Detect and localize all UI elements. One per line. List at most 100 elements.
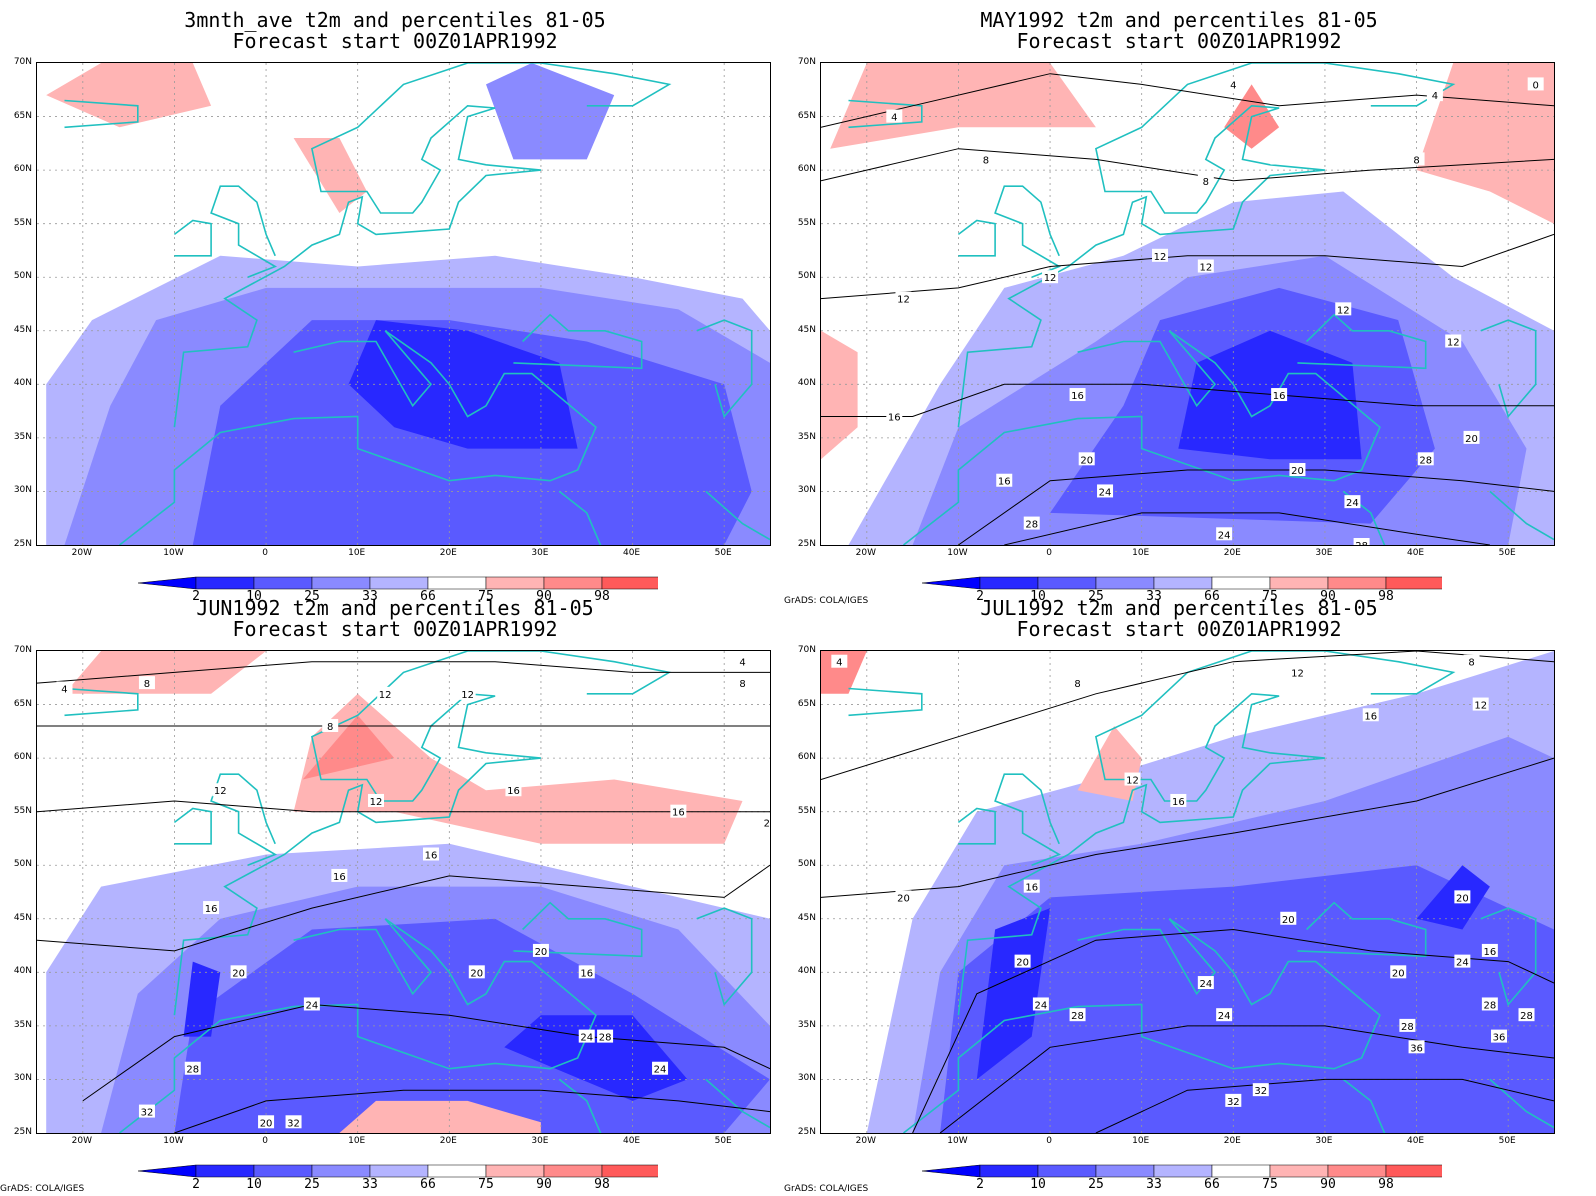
contour-label: 28 bbox=[599, 1033, 612, 1044]
contour-label: 32 bbox=[1254, 1086, 1267, 1097]
colorbar-label: 75 bbox=[1262, 589, 1278, 604]
latitude-label: 60N bbox=[797, 752, 816, 763]
contour-label: 4 bbox=[1230, 80, 1236, 91]
contour-label: 24 bbox=[1456, 958, 1469, 969]
latitude-label: 50N bbox=[13, 271, 32, 282]
contour-label: 16 bbox=[333, 872, 346, 883]
colorbar-label: 98 bbox=[594, 1177, 610, 1192]
contour-label-bg bbox=[56, 681, 73, 695]
latitude-label: 40N bbox=[13, 966, 32, 977]
contour-label-bg bbox=[1216, 527, 1233, 541]
contour-line bbox=[821, 148, 1554, 182]
contour-label-bg bbox=[762, 815, 770, 829]
contour-line bbox=[174, 1089, 770, 1133]
coastline bbox=[1480, 907, 1537, 1007]
colorbar-label: 90 bbox=[536, 589, 552, 604]
percentile-shading bbox=[46, 651, 770, 1133]
coastline bbox=[957, 807, 996, 845]
longitude-label: 40E bbox=[622, 1136, 641, 1146]
contour-label: 8 bbox=[983, 155, 989, 166]
longitude-label: 20W bbox=[855, 548, 876, 558]
shade-region bbox=[940, 865, 1554, 1133]
contour-label: 16 bbox=[1273, 391, 1286, 402]
contour-label-bg bbox=[1197, 173, 1214, 187]
contour-label-bg bbox=[258, 1115, 275, 1129]
longitude-label: 20E bbox=[439, 548, 457, 558]
contour-label: 16 bbox=[888, 412, 901, 423]
latitude-label: 35N bbox=[797, 1019, 816, 1030]
contour-line bbox=[1095, 1078, 1554, 1133]
contour-label: 20 bbox=[764, 818, 770, 829]
contour-label: 24 bbox=[1099, 487, 1112, 498]
contour-line bbox=[821, 73, 1554, 128]
contour-label-bg bbox=[652, 1061, 669, 1075]
coastlines bbox=[848, 651, 1554, 1133]
contour-label: 16 bbox=[1364, 711, 1377, 722]
contour-line bbox=[958, 469, 1554, 545]
colorbar-svg bbox=[922, 576, 1442, 590]
contour-label-bg bbox=[734, 676, 751, 690]
longitude-label: 10E bbox=[1132, 1136, 1150, 1146]
contour-label-bg bbox=[895, 291, 912, 305]
contour-label-bg bbox=[1170, 793, 1187, 807]
contour-label: 4 bbox=[1432, 91, 1438, 102]
contour-label-bg bbox=[377, 686, 394, 700]
coastline bbox=[957, 219, 996, 257]
grads-credit: GrADS: COLA/IGES bbox=[0, 1184, 85, 1194]
colorbar-swatch bbox=[543, 1164, 603, 1178]
contour-label: 8 bbox=[1468, 658, 1474, 669]
map-area bbox=[36, 62, 771, 546]
colorbar-svg bbox=[138, 1164, 658, 1178]
contour-label-bg bbox=[1280, 911, 1297, 925]
contour-label-bg bbox=[886, 409, 903, 423]
coastline bbox=[119, 330, 597, 545]
temperature-contours bbox=[821, 73, 1554, 545]
coastline bbox=[705, 1078, 770, 1129]
panel-title: MAY1992 t2m and percentiles 81-05 bbox=[980, 8, 1378, 32]
contour-label-bg bbox=[1417, 452, 1434, 466]
contour-label: 16 bbox=[425, 851, 438, 862]
shade-region bbox=[293, 138, 367, 213]
colorbar-label: 25 bbox=[1088, 589, 1104, 604]
contour-label: 20 bbox=[535, 947, 548, 958]
coastline bbox=[1489, 1078, 1554, 1129]
panel-title: JUN1992 t2m and percentiles 81-05 bbox=[196, 596, 594, 620]
coastline bbox=[173, 807, 212, 845]
colorbar-svg bbox=[922, 1164, 1442, 1178]
longitude-label: 0 bbox=[1046, 548, 1052, 558]
contour-label-bg bbox=[322, 718, 339, 732]
contour-label-bg bbox=[1216, 1008, 1233, 1022]
colorbar-arrow-low bbox=[922, 1164, 981, 1178]
contour-label: 24 bbox=[1218, 530, 1231, 541]
contour-label-bg bbox=[670, 804, 687, 818]
contour-label-bg bbox=[212, 783, 229, 797]
contour-label-bg bbox=[303, 997, 320, 1011]
latitude-label: 65N bbox=[13, 698, 32, 709]
contour-line bbox=[821, 233, 1554, 300]
contour-label: 12 bbox=[461, 690, 474, 701]
shade-region bbox=[486, 63, 615, 160]
contour-label: 16 bbox=[1025, 883, 1038, 894]
contour-label: 8 bbox=[1413, 155, 1419, 166]
contour-label-bg bbox=[977, 152, 994, 166]
coastline bbox=[705, 490, 770, 541]
contour-label-bg bbox=[1408, 152, 1425, 166]
coastlines bbox=[64, 651, 770, 1133]
coastline bbox=[696, 319, 753, 419]
contour-label: 28 bbox=[1071, 1011, 1084, 1022]
colorbar-label: 2 bbox=[192, 589, 200, 604]
longitude-label: 20W bbox=[855, 1136, 876, 1146]
contour-label: 12 bbox=[1154, 252, 1167, 263]
longitude-label: 50E bbox=[714, 548, 732, 558]
contour-label: 28 bbox=[1401, 1022, 1414, 1033]
contour-label: 12 bbox=[1126, 776, 1139, 787]
contour-label-bg bbox=[285, 1115, 302, 1129]
contour-label: 16 bbox=[672, 808, 685, 819]
contour-label-bg bbox=[1124, 772, 1141, 786]
map-svg: 4 8 8 12 12 12 16 16 16 20 20 20 20 20 24 24 24 24 28 28 28 3… bbox=[821, 651, 1554, 1133]
contour-label: 24 bbox=[580, 1033, 593, 1044]
colorbar-swatch bbox=[195, 1164, 255, 1178]
coastline bbox=[848, 687, 923, 717]
colorbar-label: 66 bbox=[420, 1177, 436, 1192]
contour-label: 12 bbox=[897, 295, 910, 306]
